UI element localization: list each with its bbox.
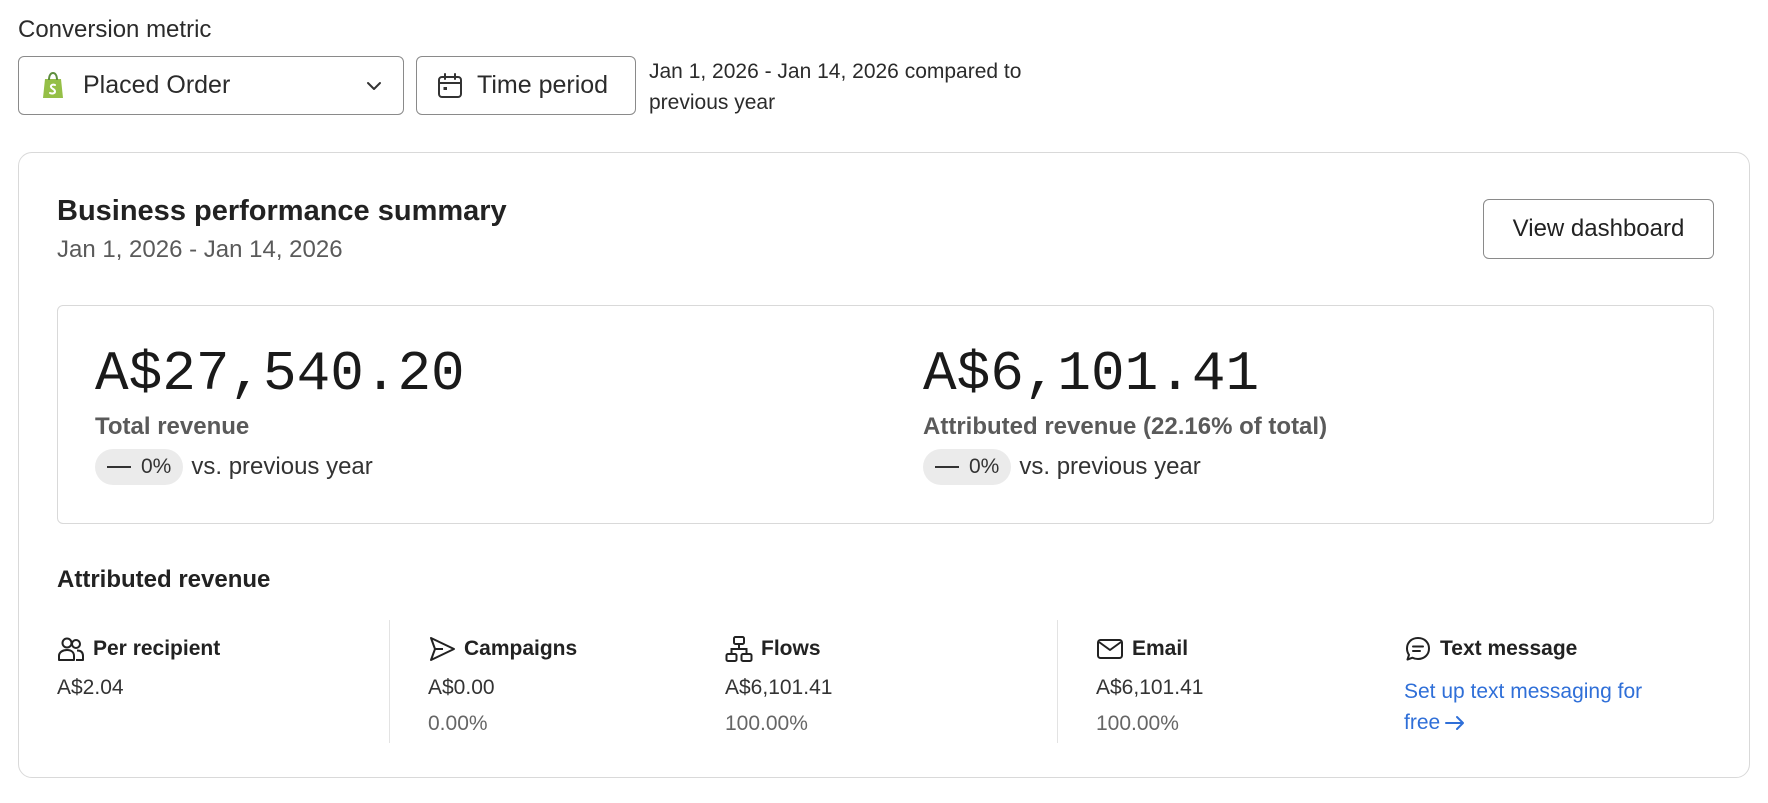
total-revenue-stat: A$27,540.20 Total revenue 0% vs. previou… [95,344,465,485]
total-change-badge: 0% [95,449,184,485]
arrow-right-icon [1445,716,1465,731]
attributed-change-badge: 0% [923,449,1012,485]
dash-icon [935,466,959,468]
column-divider [389,620,390,743]
per-recipient-label: Per recipient [93,637,221,660]
send-icon [428,635,456,663]
email-label: Email [1132,637,1189,660]
attributed-vs-text: vs. previous year [1019,453,1201,480]
summary-dates: Jan 1, 2026 - Jan 14, 2026 [57,236,343,263]
setup-text-messaging-link[interactable]: Set up text messaging for free [1404,676,1644,738]
email-value: A$6,101.41 [1096,676,1204,699]
selected-metric: Placed Order [83,71,231,99]
total-vs-text: vs. previous year [191,453,373,480]
shopify-bag-icon [41,71,67,100]
chat-icon [1404,635,1432,663]
mail-icon [1096,635,1124,663]
setup-link-text: Set up text messaging for free [1404,680,1643,734]
attributed-revenue-label: Attributed revenue (22.16% of total) [923,413,1328,440]
email-column: Email A$6,101.41 100.00% [1096,634,1203,736]
per-recipient-column: Per recipient A$2.04 [57,634,220,700]
time-period-button[interactable]: Time period [416,56,636,115]
flows-percent: 100.00% [725,712,808,735]
text-message-column: Text message Set up text messaging for f… [1404,634,1644,738]
total-revenue-label: Total revenue [95,413,250,440]
campaigns-label: Campaigns [464,637,578,660]
campaigns-percent: 0.00% [428,712,488,735]
campaigns-column: Campaigns A$0.00 0.00% [428,634,577,736]
column-divider [1057,620,1058,743]
business-summary-card: Business performance summary Jan 1, 2026… [18,152,1750,778]
email-percent: 100.00% [1096,712,1179,735]
flows-value: A$6,101.41 [725,676,833,699]
chevron-down-icon [365,77,383,95]
per-recipient-value: A$2.04 [57,676,124,699]
text-message-label: Text message [1440,637,1578,660]
attributed-revenue-value: A$6,101.41 [923,342,1260,406]
total-revenue-value: A$27,540.20 [95,342,465,406]
flow-icon [725,635,753,663]
calendar-icon [437,72,463,99]
revenue-stats-box: A$27,540.20 Total revenue 0% vs. previou… [57,305,1714,524]
time-period-label: Time period [477,71,609,99]
conversion-metric-select[interactable]: Placed Order [18,56,404,115]
users-icon [57,635,85,663]
compare-period-text: Jan 1, 2026 - Jan 14, 2026 compared to p… [649,60,1022,114]
dash-icon [107,466,131,468]
total-change-value: 0% [141,455,172,478]
summary-title: Business performance summary [57,195,507,227]
conversion-metric-label: Conversion metric [18,16,212,43]
attributed-revenue-stat: A$6,101.41 Attributed revenue (22.16% of… [923,344,1327,485]
attributed-revenue-title: Attributed revenue [57,566,271,593]
campaigns-value: A$0.00 [428,676,495,699]
attributed-change-value: 0% [969,455,1000,478]
flows-column: Flows A$6,101.41 100.00% [725,634,832,736]
view-dashboard-button[interactable]: View dashboard [1483,199,1714,259]
flows-label: Flows [761,637,821,660]
